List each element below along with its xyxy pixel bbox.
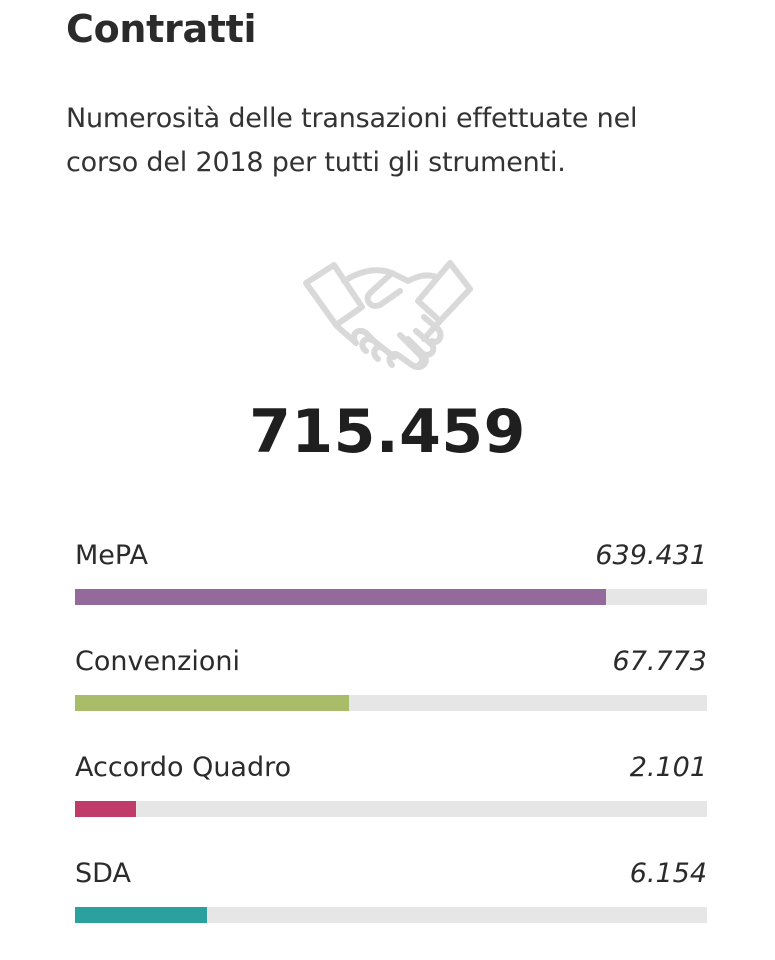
total-contracts-value: 715.459 [249,397,526,467]
instrument-list: MePA 639.431 Convenzioni 67.773 Accordo … [75,532,707,956]
progress-fill [75,907,208,923]
instrument-value: 6.154 [629,858,707,889]
instrument-value: 67.773 [612,646,707,677]
instrument-label: MePA [75,540,148,571]
instrument-value: 639.431 [595,540,707,571]
instrument-label: SDA [75,858,131,889]
instrument-row-convenzioni: Convenzioni 67.773 [75,638,707,744]
instrument-label: Accordo Quadro [75,752,292,783]
instrument-label: Convenzioni [75,646,240,677]
progress-track [75,589,707,605]
progress-track [75,695,707,711]
section-description: Numerosità delle transazioni effettuate … [66,103,638,178]
progress-fill [75,695,349,711]
instrument-row-accordo-quadro: Accordo Quadro 2.101 [75,744,707,850]
handshake-icon [300,255,476,373]
instrument-row-sda: SDA 6.154 [75,850,707,956]
section-title: Contratti [66,7,257,51]
instrument-row-mepa: MePA 639.431 [75,532,707,638]
progress-track [75,801,707,817]
progress-fill [75,589,606,605]
progress-fill [75,801,137,817]
progress-track [75,907,707,923]
instrument-value: 2.101 [629,752,707,783]
